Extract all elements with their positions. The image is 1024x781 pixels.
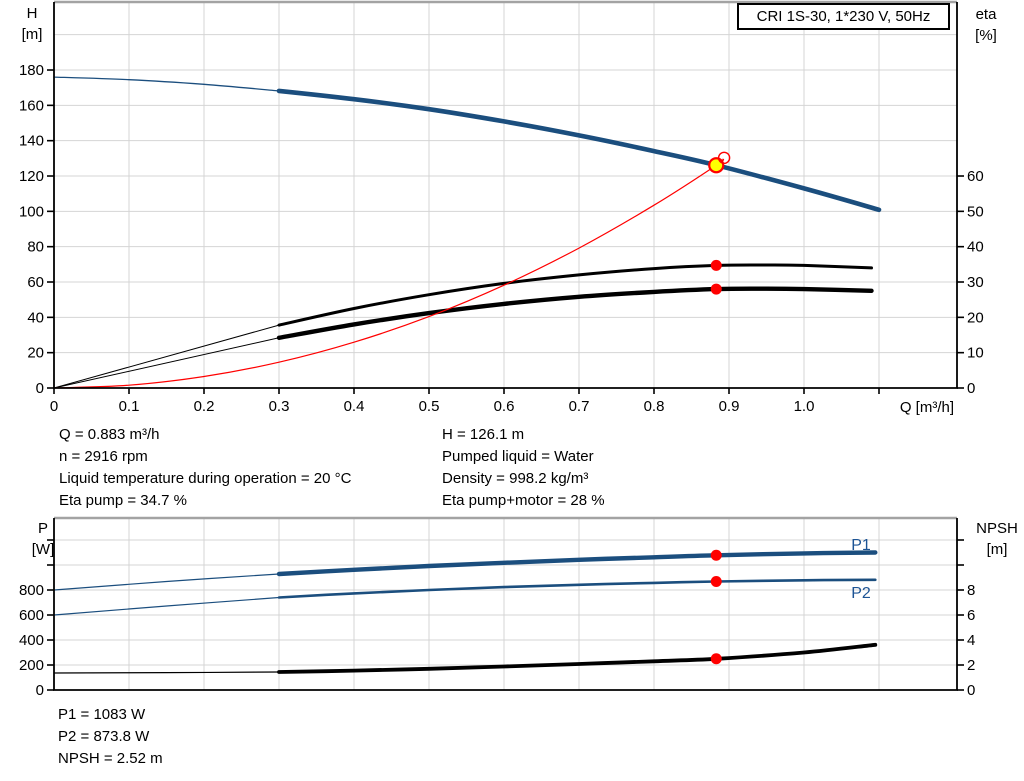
pump-model-legend: CRI 1S-30, 1*230 V, 50Hz	[737, 3, 950, 30]
head-flow-chart-yl-tick-label: 20	[27, 345, 44, 362]
eta-pump-point	[710, 259, 722, 271]
info-eta-pump-motor: Eta pump+motor = 28 %	[442, 492, 605, 509]
p2-curve-label: P2	[851, 585, 871, 602]
eta-pump-motor-curve	[276, 286, 874, 340]
power-info-column: P1 = 1083 W P2 = 873.8 W NPSH = 2.52 m	[58, 704, 163, 770]
head-flow-chart-yl-tick-label: 180	[19, 62, 44, 79]
head-flow-chart-yl-tick-label: 40	[27, 309, 44, 326]
h-axis-symbol: H	[26, 5, 38, 22]
p2-curve-lead	[53, 596, 280, 616]
info-p2: P2 = 873.8 W	[58, 728, 150, 745]
eta-axis-header: eta [%]	[966, 4, 1006, 46]
power-npsh-chart-yl-tick-label: 400	[19, 632, 44, 649]
p1-curve-lead	[53, 573, 280, 591]
head-flow-chart-yr-tick-label: 10	[967, 345, 984, 362]
head-flow-chart-yr-tick-label: 40	[967, 239, 984, 256]
eta-pump-curve	[277, 263, 873, 327]
head-flow-chart-yr-tick-label: 50	[967, 203, 984, 220]
info-flow: Q = 0.883 m³/h	[59, 426, 160, 443]
qh-curve-lead	[53, 76, 280, 92]
eta-pump-motor-curve-lead	[53, 337, 280, 389]
head-flow-chart-yr-tick-label: 0	[967, 380, 975, 397]
head-flow-chart-x-tick-label: 0.3	[269, 398, 290, 415]
head-flow-chart-x-tick-label: 0.2	[194, 398, 215, 415]
power-npsh-chart-yr-tick-label: 0	[967, 682, 975, 699]
power-npsh-chart-yl-tick-label: 600	[19, 607, 44, 624]
duty-point	[708, 157, 725, 174]
npsh-axis-unit: [m]	[986, 541, 1008, 558]
info-pumped-liquid: Pumped liquid = Water	[442, 448, 594, 465]
head-flow-chart-yl-tick-label: 0	[36, 380, 44, 397]
p-axis-header: P [W]	[26, 518, 60, 560]
rated-point	[717, 151, 731, 165]
npsh-curve	[277, 642, 878, 674]
duty-info-right-column: H = 126.1 m Pumped liquid = Water Densit…	[442, 424, 605, 512]
head-flow-chart-yl-tick-label: 160	[19, 97, 44, 114]
head-flow-chart-x-tick-label: 0.9	[719, 398, 740, 415]
head-flow-chart-yl-tick-label: 140	[19, 133, 44, 150]
p-axis-symbol: P	[37, 520, 48, 537]
head-flow-chart-yl-tick-label: 120	[19, 168, 44, 185]
eta-pump-motor-point	[710, 283, 722, 295]
head-flow-chart-yr-tick-label: 20	[967, 309, 984, 326]
power-npsh-chart-yr-tick-label: 6	[967, 607, 975, 624]
npsh-point	[710, 653, 722, 665]
qh-curve	[276, 88, 882, 213]
head-flow-chart-x-tick-label: 0.4	[344, 398, 365, 415]
info-eta-pump: Eta pump = 34.7 %	[59, 492, 187, 509]
p1-curve	[276, 550, 878, 577]
head-flow-chart-yl-tick-label: 100	[19, 203, 44, 220]
p2-point	[710, 576, 722, 587]
head-flow-chart-x-tick-label: 0	[50, 398, 58, 415]
eta-pump-curve-lead	[53, 324, 280, 389]
info-head: H = 126.1 m	[442, 426, 525, 443]
info-density: Density = 998.2 kg/m³	[442, 470, 589, 487]
p1-curve-label: P1	[851, 537, 871, 554]
head-flow-chart-x-tick-label: 0.8	[644, 398, 665, 415]
info-speed: n = 2916 rpm	[59, 448, 148, 465]
q-axis-label: Q [m³/h]	[899, 399, 954, 416]
p-axis-unit: [W]	[31, 541, 55, 558]
h-axis-unit: [m]	[21, 26, 43, 43]
eta-axis-symbol: eta	[975, 6, 997, 23]
npsh-axis-symbol: NPSH	[976, 520, 1018, 537]
head-flow-chart-yr-tick-label: 30	[967, 274, 984, 291]
head-flow-chart-x-tick-label: 0.1	[119, 398, 140, 415]
p2-curve	[277, 578, 877, 599]
power-npsh-chart-yl-tick-label: 800	[19, 582, 44, 599]
h-axis-header: H [m]	[15, 3, 49, 45]
head-flow-chart-yl-tick-label: 80	[27, 239, 44, 256]
head-flow-chart-x-tick-label: 0.6	[494, 398, 515, 415]
head-flow-chart-x-tick-label: 0.7	[569, 398, 590, 415]
power-npsh-chart-yr-tick-label: 8	[967, 582, 975, 599]
eta-axis-unit: [%]	[975, 27, 997, 44]
p1-point	[710, 549, 722, 561]
power-npsh-chart-yl-tick-label: 0	[36, 682, 44, 699]
npsh-curve-lead	[53, 671, 280, 674]
system-curve	[53, 158, 725, 389]
power-npsh-chart-yl-tick-label: 200	[19, 657, 44, 674]
head-flow-chart-x-tick-label: 1.0	[794, 398, 815, 415]
head-flow-chart-yr-tick-label: 60	[967, 168, 984, 185]
info-liquid-temperature: Liquid temperature during operation = 20…	[59, 470, 352, 487]
npsh-axis-header: NPSH [m]	[970, 518, 1024, 560]
info-npsh: NPSH = 2.52 m	[58, 750, 163, 767]
duty-info-left-column: Q = 0.883 m³/h n = 2916 rpm Liquid tempe…	[59, 424, 351, 512]
power-npsh-chart-yr-tick-label: 4	[967, 632, 975, 649]
head-flow-chart-x-tick-label: 0.5	[419, 398, 440, 415]
power-npsh-chart-yr-tick-label: 2	[967, 657, 975, 674]
info-p1: P1 = 1083 W	[58, 706, 146, 723]
head-flow-chart-yl-tick-label: 60	[27, 274, 44, 291]
